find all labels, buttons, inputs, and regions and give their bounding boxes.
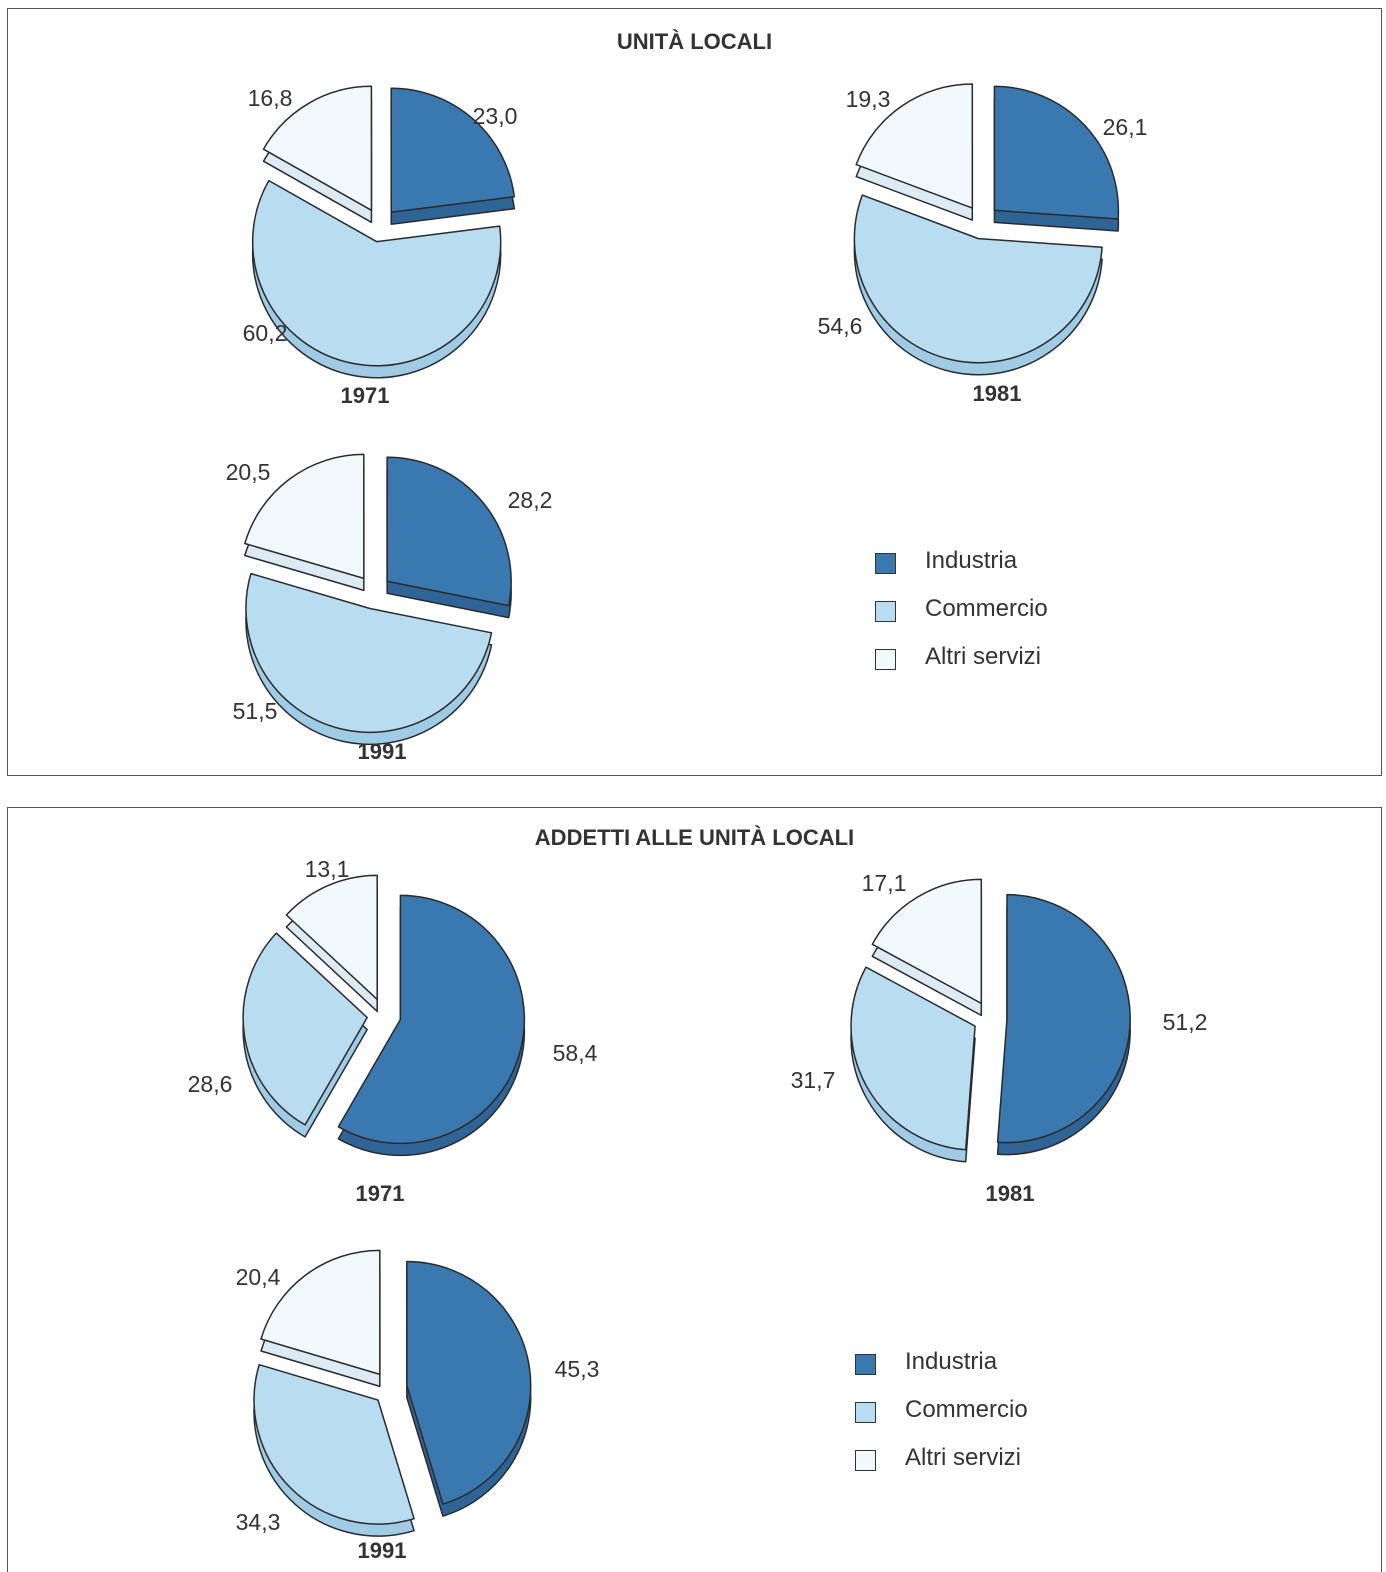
pie-slice-industria xyxy=(993,85,1120,232)
data-label: 54,6 xyxy=(818,313,863,339)
data-label: 58,4 xyxy=(553,1040,598,1066)
pie-chart-1991: 45,3 34,3 20,4 1991 xyxy=(236,1249,600,1563)
pie-slice-top xyxy=(253,1363,415,1525)
pie-slice-altri-servizi xyxy=(871,878,983,1017)
legend-swatch-altri-servizi xyxy=(875,649,896,670)
data-label: 17,1 xyxy=(862,870,907,896)
data-label: 20,4 xyxy=(236,1264,281,1290)
legend-swatch-commercio xyxy=(875,601,896,622)
pie-slice-altri-servizi xyxy=(285,874,378,1013)
pie-slice-top xyxy=(244,453,365,580)
pie-chart-1981: 51,2 31,7 17,1 1981 xyxy=(791,870,1208,1206)
pie-slice-top xyxy=(285,874,378,1001)
pie-slice-industria xyxy=(390,87,516,225)
data-label: 26,1 xyxy=(1103,114,1148,140)
pie-slice-top xyxy=(245,572,493,734)
data-label: 60,2 xyxy=(243,320,288,346)
pie-chart-1991: 28,2 51,5 20,5 1991 xyxy=(226,453,553,764)
pie-slice-commercio xyxy=(850,966,976,1163)
pie-slice-top xyxy=(337,894,526,1145)
pie-slice-top xyxy=(850,966,976,1151)
legend-swatch-industria xyxy=(855,1354,876,1375)
pie-slice-top xyxy=(406,1260,532,1505)
data-label: 45,3 xyxy=(555,1356,600,1382)
legend-label: Altri servizi xyxy=(905,1444,1022,1471)
pie-slice-commercio xyxy=(242,932,368,1138)
pie-slice-top xyxy=(871,878,983,1005)
legend-label: Commercio xyxy=(925,595,1048,622)
data-label: 20,5 xyxy=(226,459,271,485)
pie-chart-1971: 58,4 28,6 13,1 1971 xyxy=(188,856,598,1206)
data-label: 31,7 xyxy=(791,1067,836,1093)
chart-year-label: 1991 xyxy=(358,1538,407,1563)
pie-slice-top xyxy=(855,83,974,209)
pie-slice-commercio xyxy=(251,179,502,379)
pie-chart-1971: 23,0 60,2 16,8 1971 xyxy=(243,85,518,408)
legend-swatch-altri-servizi xyxy=(855,1450,876,1471)
data-label: 51,5 xyxy=(233,698,278,724)
pie-slice-altri-servizi xyxy=(855,83,974,221)
data-label: 28,6 xyxy=(188,1071,233,1097)
legend-swatch-commercio xyxy=(855,1402,876,1423)
panel-title: UNITÀ LOCALI xyxy=(616,29,773,54)
pie-slice-commercio xyxy=(253,1363,415,1537)
pie-slice-top xyxy=(853,194,1103,364)
pie-slice-industria xyxy=(406,1260,532,1517)
pie-slice-top xyxy=(262,85,373,212)
data-label: 23,0 xyxy=(473,103,518,129)
legend-label: Commercio xyxy=(905,1396,1028,1423)
chart-year-label: 1981 xyxy=(973,381,1022,406)
pie-slice-top xyxy=(386,456,512,607)
data-label: 28,2 xyxy=(508,487,553,513)
pie-slice-industria xyxy=(386,456,512,619)
pie-slice-top xyxy=(996,893,1131,1144)
pie-chart-1981: 26,1 54,6 19,3 1981 xyxy=(818,83,1148,406)
pie-slice-altri-servizi xyxy=(244,453,365,592)
data-label: 13,1 xyxy=(305,856,350,882)
pie-slice-top xyxy=(251,179,502,367)
pie-slice-top xyxy=(993,85,1120,220)
legend-label: Industria xyxy=(925,547,1018,574)
pie-slice-commercio xyxy=(853,194,1103,376)
chart-year-label: 1971 xyxy=(341,383,390,408)
panel-addetti: ADDETTI ALLE UNITÀ LOCALI xyxy=(7,807,1382,1572)
pie-slice-altri-servizi xyxy=(262,85,373,224)
pie-slice-industria xyxy=(337,894,526,1157)
pie-slice-industria xyxy=(996,893,1131,1156)
panel-title: ADDETTI ALLE UNITÀ LOCALI xyxy=(534,825,855,850)
legend-swatch-industria xyxy=(875,553,896,574)
pie-slice-altri-servizi xyxy=(260,1249,381,1388)
pie-slice-top xyxy=(390,87,516,213)
data-label: 34,3 xyxy=(236,1509,281,1535)
pie-slice-commercio xyxy=(245,572,493,746)
legend-label: Altri servizi xyxy=(925,643,1042,670)
pie-slice-top xyxy=(260,1249,381,1376)
chart-year-label: 1991 xyxy=(358,739,407,764)
data-label: 16,8 xyxy=(248,85,293,111)
data-label: 19,3 xyxy=(846,86,891,112)
legend-label: Industria xyxy=(905,1348,998,1375)
pie-slice-top xyxy=(242,932,368,1126)
chart-year-label: 1981 xyxy=(986,1181,1035,1206)
panel-unita-locali: UNITÀ LOCALI xyxy=(7,8,1382,776)
data-label: 51,2 xyxy=(1163,1009,1208,1035)
chart-year-label: 1971 xyxy=(356,1181,405,1206)
